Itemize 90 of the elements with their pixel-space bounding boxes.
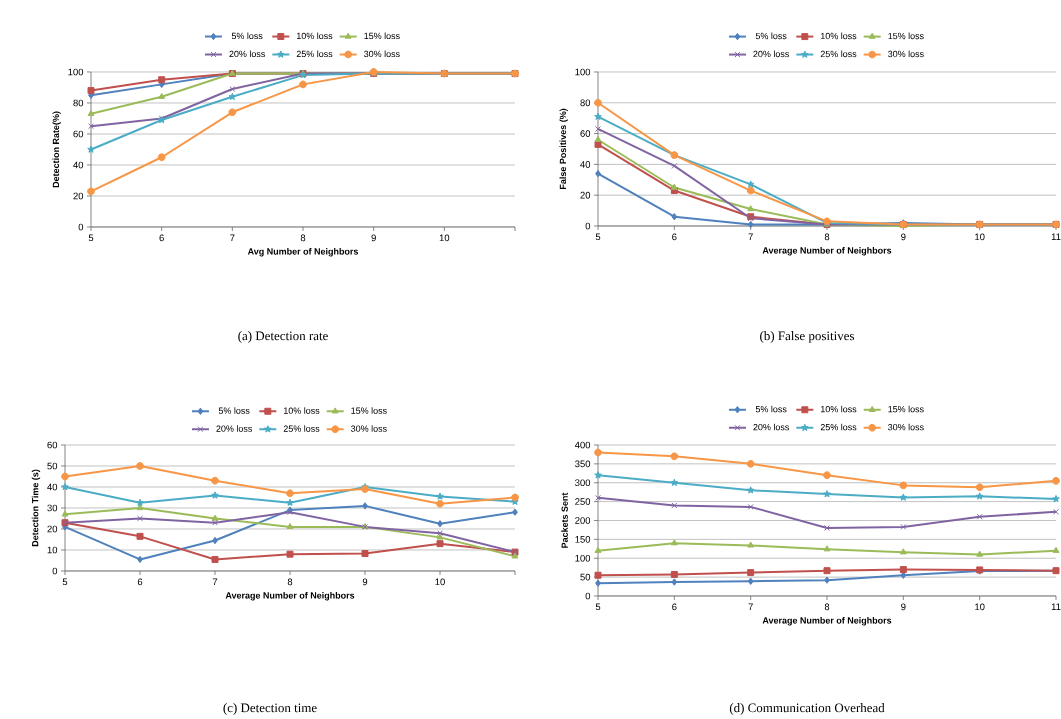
x-tick-label: 10 [975, 233, 985, 241]
text: (d) Communication Overhead [729, 703, 885, 715]
legend-label: 25% loss [820, 423, 857, 431]
x-tick-label: 8 [824, 603, 830, 611]
x-axis-title: Avg Number of Neighbors [247, 248, 359, 257]
text: (a) Detection rate [238, 331, 328, 343]
y-axis-title: Detection Time (s) [31, 469, 41, 547]
y-tick-label: 100 [575, 554, 591, 562]
legend-label: 30% loss [351, 425, 387, 432]
legend-label: 15% loss [351, 407, 387, 414]
legend-label: 5% loss [755, 405, 787, 413]
y-tick-label: 50 [47, 462, 58, 470]
y-tick-label: 20 [580, 191, 591, 199]
y-tick-label: 150 [575, 536, 591, 543]
x-tick-label: 11 [1051, 603, 1061, 611]
x-tick-label: 7 [748, 233, 753, 241]
y-tick-label: 100 [68, 68, 84, 76]
legend-label: 30% loss [364, 50, 400, 58]
legend-label: 5% loss [218, 407, 250, 414]
x-tick-label: 8 [287, 578, 293, 586]
legend-label: 5% loss [231, 32, 263, 40]
legend-label: 20% loss [229, 50, 265, 58]
y-tick-label: 60 [73, 130, 84, 138]
y-tick-label: 100 [575, 68, 591, 76]
y-tick-label: 80 [580, 99, 591, 107]
legend-label: 10% loss [284, 407, 320, 414]
y-axis-title: False Positives (%) [559, 108, 568, 189]
legend-label: 15% loss [888, 32, 924, 40]
x-tick-label: 7 [212, 578, 218, 586]
legend-label: 10% loss [297, 32, 333, 40]
x-tick-label: 10 [435, 578, 445, 586]
x-tick-label: 5 [62, 578, 68, 586]
x-tick-label: 11 [1051, 233, 1061, 241]
y-tick-label: 200 [575, 517, 591, 524]
x-tick-label: 5 [595, 233, 601, 241]
y-tick-label: 250 [575, 498, 591, 505]
x-tick-label: 10 [439, 234, 450, 242]
x-tick-label: 9 [362, 578, 368, 586]
x-axis-title: Average Number of Neighbors [762, 247, 892, 256]
x-tick-label: 9 [901, 233, 906, 241]
y-tick-label: 0 [585, 222, 591, 230]
x-tick-label: 10 [975, 603, 985, 611]
legend-label: 15% loss [364, 32, 400, 40]
legend-label: 5% loss [755, 32, 787, 40]
y-tick-label: 20 [47, 525, 58, 533]
y-tick-label: 30 [47, 504, 58, 512]
legend-label: 10% loss [821, 405, 857, 413]
y-tick-label: 50 [580, 573, 591, 581]
legend-label: 25% loss [820, 50, 857, 58]
y-tick-label: 40 [73, 161, 84, 169]
x-axis-title: Average Number of Neighbors [225, 592, 355, 601]
x-tick-label: 6 [672, 603, 677, 611]
y-tick-label: 20 [73, 192, 84, 200]
y-tick-label: 0 [52, 567, 58, 575]
x-tick-label: 6 [137, 578, 143, 586]
legend-label: 30% loss [888, 50, 924, 58]
x-tick-label: 6 [672, 233, 677, 241]
x-tick-label: 7 [748, 603, 753, 611]
y-tick-label: 80 [73, 99, 84, 107]
x-axis-title: Average Number of Neighbors [762, 617, 892, 626]
y-tick-label: 0 [78, 223, 84, 231]
x-tick-label: 8 [824, 233, 830, 241]
y-tick-label: 60 [47, 441, 58, 449]
x-tick-label: 9 [371, 234, 376, 242]
legend-label: 25% loss [296, 50, 333, 58]
y-tick-label: 10 [47, 546, 58, 554]
x-tick-label: 5 [595, 603, 601, 611]
x-tick-label: 5 [88, 234, 94, 242]
legend-label: 20% loss [753, 50, 789, 58]
text: (c) Detection time [223, 703, 317, 715]
y-tick-label: 300 [575, 479, 591, 487]
x-tick-label: 8 [300, 234, 306, 242]
legend-label: 30% loss [888, 423, 924, 431]
legend-label: 15% loss [888, 405, 924, 413]
y-axis-title: Packets Sent [561, 492, 568, 548]
legend-label: 25% loss [283, 425, 320, 432]
y-tick-label: 350 [575, 460, 591, 468]
y-tick-label: 60 [580, 130, 591, 137]
y-axis-title: Detection Rate(%) [52, 111, 61, 188]
y-tick-label: 400 [574, 441, 591, 449]
y-tick-label: 40 [47, 483, 58, 491]
x-tick-label: 7 [230, 234, 235, 242]
legend-label: 20% loss [216, 425, 252, 432]
y-tick-label: 40 [580, 161, 591, 168]
legend-label: 10% loss [821, 32, 857, 40]
text: (b) False positives [760, 331, 855, 343]
x-tick-label: 6 [159, 234, 164, 242]
y-tick-label: 0 [585, 592, 591, 600]
legend-label: 20% loss [753, 423, 789, 431]
x-tick-label: 9 [901, 603, 906, 611]
